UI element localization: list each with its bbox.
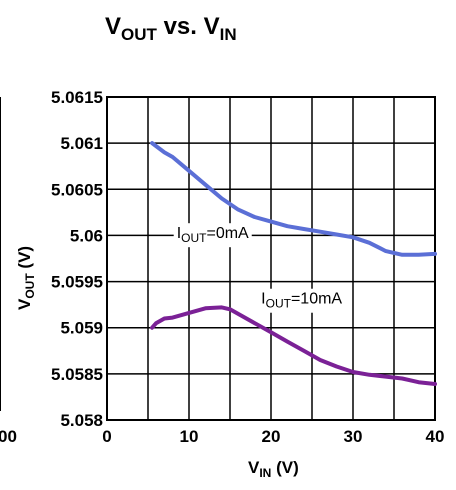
- series-line: [150, 305, 437, 386]
- y-tick-label: 5.059: [60, 319, 103, 338]
- left-neighbor-tick-label: 00: [0, 427, 17, 446]
- x-axis-label-main: V: [248, 458, 260, 477]
- annotation-background: [258, 288, 346, 313]
- y-tick-label: 5.058: [60, 411, 103, 430]
- series-annotation: IOUT=0mA: [177, 225, 249, 245]
- x-tick-label: 0: [102, 427, 111, 446]
- series-annotation: IOUT=10mA: [261, 291, 342, 311]
- y-axis-label: VOUT (V): [15, 246, 37, 310]
- chart-title-mid: vs. V: [157, 13, 220, 40]
- x-tick-label: 20: [262, 427, 281, 446]
- grid-layer: [106, 96, 436, 421]
- y-tick-label: 5.06: [70, 226, 103, 245]
- y-axis-label-main: V: [15, 298, 34, 310]
- x-tick-label: 40: [426, 427, 445, 446]
- x-tick-label: 10: [180, 427, 199, 446]
- y-tick-label: 5.0615: [51, 88, 103, 107]
- x-tick-label: 30: [344, 427, 363, 446]
- series-line: [150, 141, 437, 257]
- y-tick-label: 5.061: [60, 134, 103, 153]
- annotation-background: [173, 223, 252, 248]
- chart-title-main-sub: OUT: [121, 25, 158, 44]
- x-axis-label-unit: (V): [271, 458, 298, 477]
- chart-title-main: V: [105, 13, 121, 40]
- series-layer: [150, 141, 437, 386]
- y-tick-label: 5.0605: [51, 180, 103, 199]
- y-axis-label-sub: OUT: [23, 273, 37, 299]
- plot-frame: [106, 96, 436, 421]
- chart-title-tail-sub: IN: [220, 25, 237, 44]
- y-tick-label: 5.0595: [51, 273, 103, 292]
- x-axis-label-sub: IN: [259, 466, 271, 480]
- chart-title: VOUT vs. VIN: [105, 13, 237, 44]
- y-axis-label-unit: (V): [15, 246, 34, 273]
- annotation-layer: IOUT=0mA IOUT=10mA: [173, 223, 346, 313]
- y-tick-label: 5.0585: [51, 365, 103, 384]
- x-axis-label: VIN (V): [248, 458, 299, 480]
- tick-layer: 0 10 20 30 40 5.058 5.0585 5.059 5.0595 5.06 5.060…: [51, 88, 444, 446]
